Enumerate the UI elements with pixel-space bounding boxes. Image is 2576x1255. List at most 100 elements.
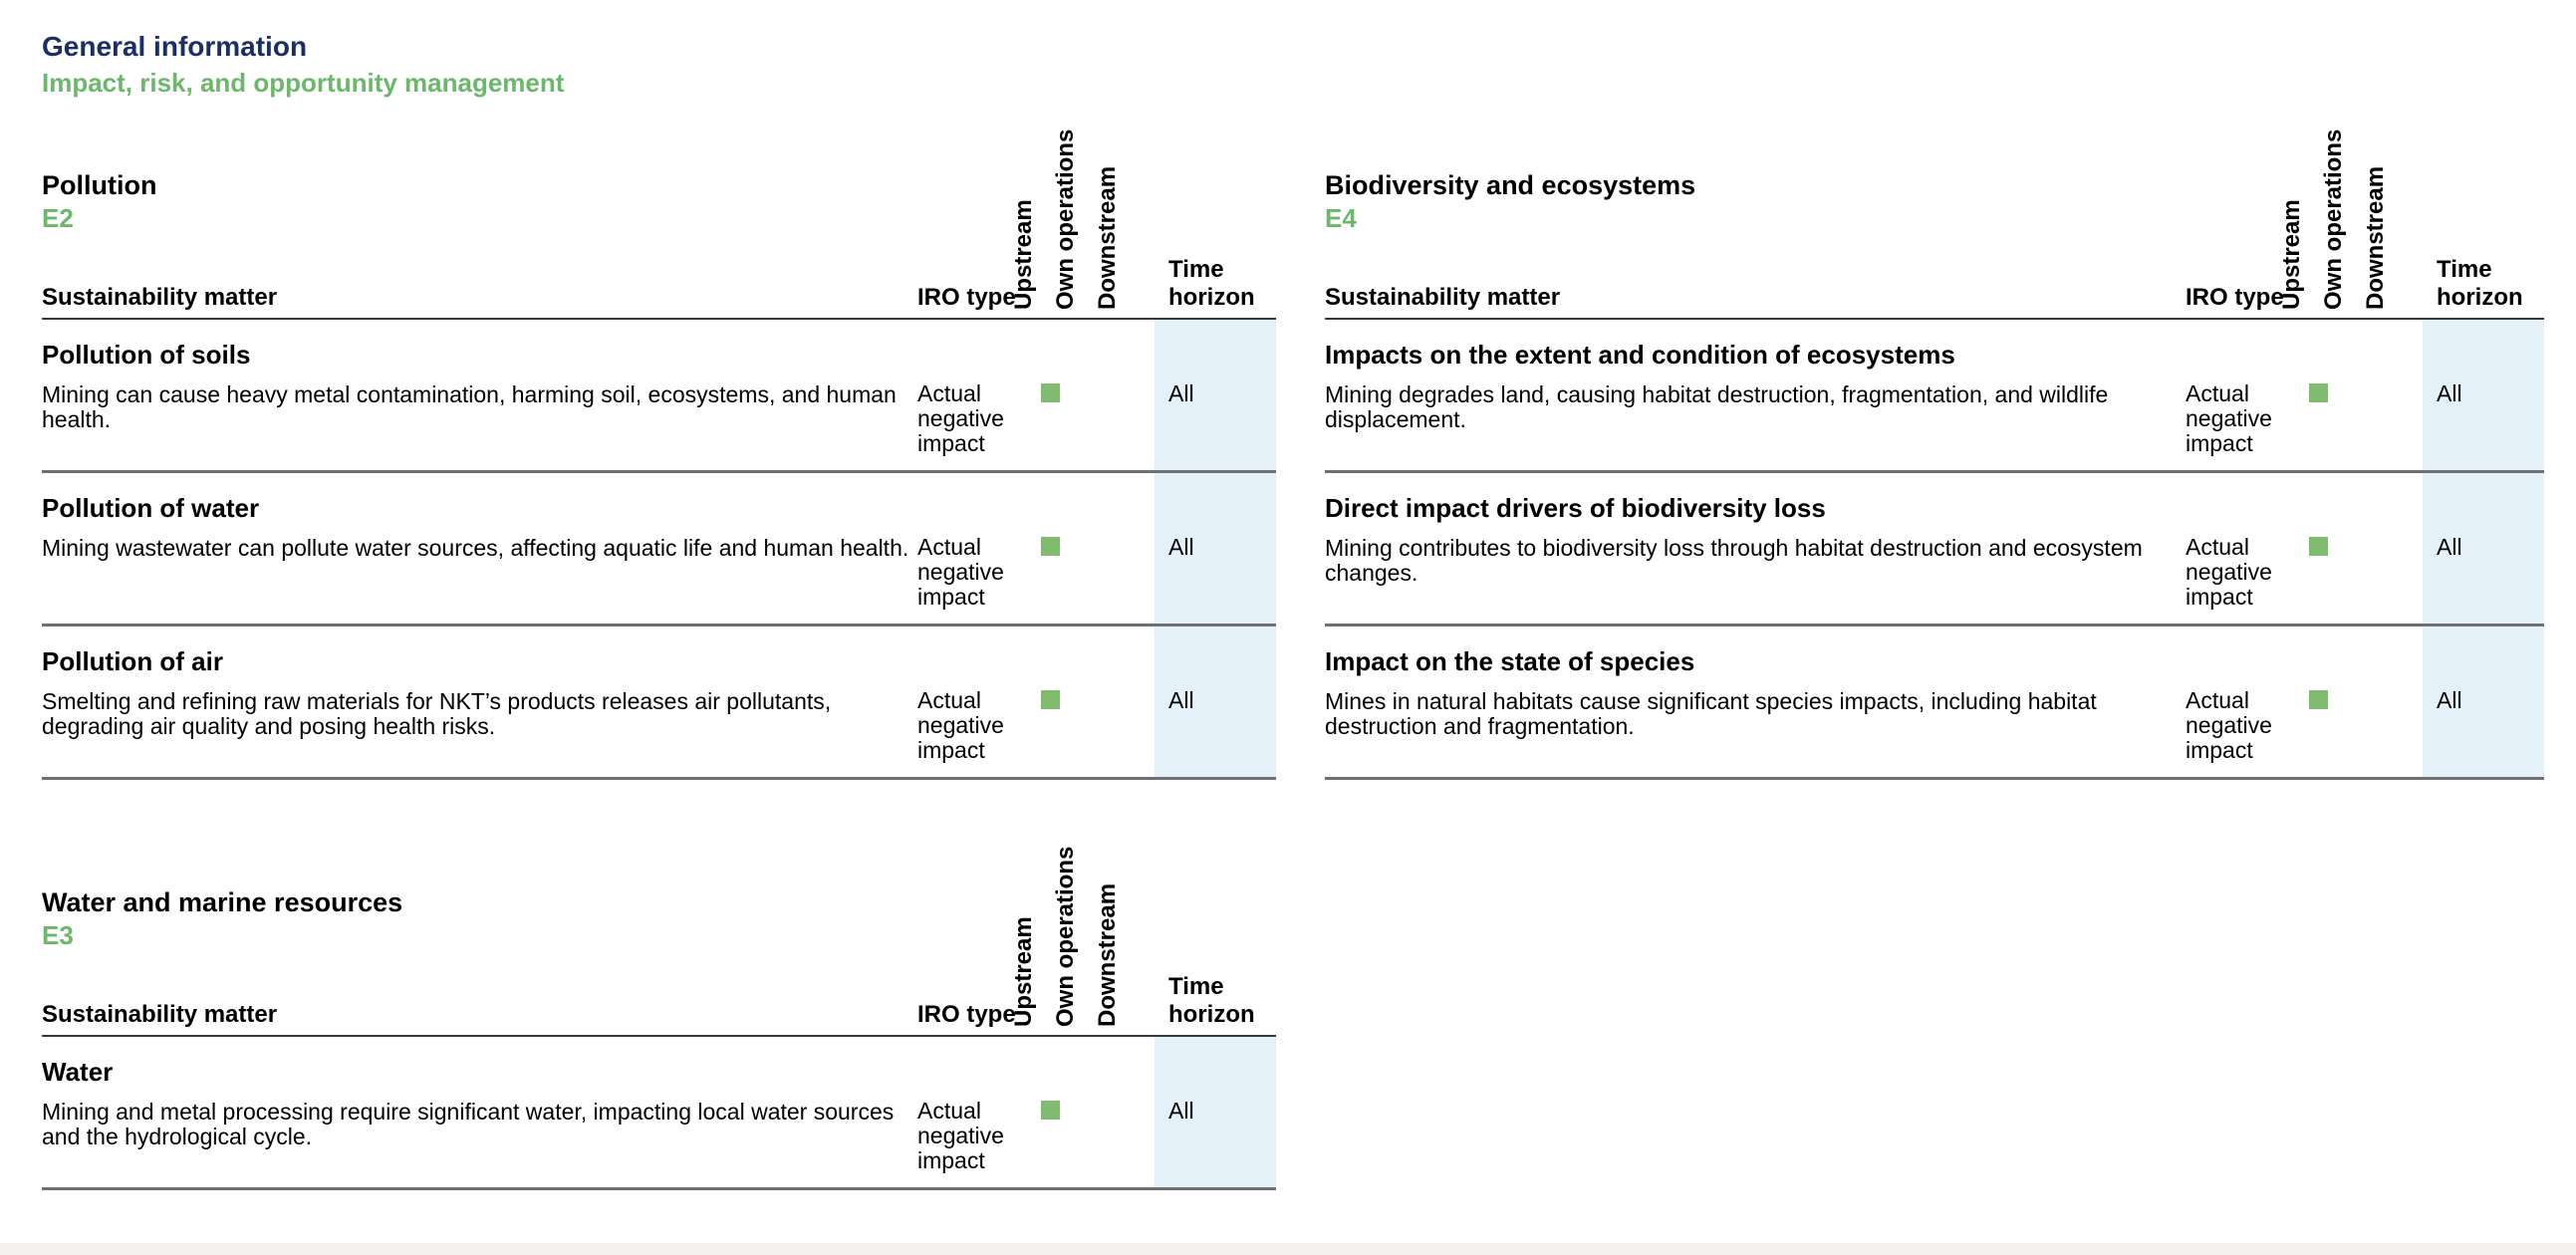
sustainability-matter-description: Mining contributes to biodiversity loss … xyxy=(1325,535,2143,586)
sustainability-matter-description: Mining and metal processing require sign… xyxy=(42,1099,895,1149)
column-header-sustainability-matter: Sustainability matter xyxy=(42,284,278,311)
table-row: Pollution of water Mining wastewater can… xyxy=(42,473,1276,627)
column-header-upstream: Upstream xyxy=(1010,199,1037,310)
water-table: Water and marine resources E3 Sustainabi… xyxy=(42,847,1276,1190)
biodiversity-table: Biodiversity and ecosystems E4 Sustainab… xyxy=(1325,129,2544,780)
section-title: General information xyxy=(42,31,308,62)
column-header-upstream: Upstream xyxy=(1010,916,1037,1027)
sustainability-matter-description: Mining wastewater can pollute water sour… xyxy=(42,535,909,561)
downstream-cell xyxy=(2381,320,2423,470)
column-header-upstream: Upstream xyxy=(2278,199,2305,310)
next-page-edge xyxy=(0,1243,2576,1255)
column-header-sustainability-matter: Sustainability matter xyxy=(42,1001,278,1028)
sustainability-matter-title: Pollution of soils xyxy=(42,340,251,370)
column-header-iro-type: IRO type xyxy=(2186,284,2284,311)
sustainability-matter-description: Mining can cause heavy metal contaminati… xyxy=(42,381,897,432)
table-row: Water Mining and metal processing requir… xyxy=(42,1037,1276,1190)
column-header-downstream: Downstream xyxy=(2362,165,2389,310)
upstream-marker-square-icon xyxy=(1040,690,1060,709)
sustainability-matter-description: Smelting and refining raw materials for … xyxy=(42,688,832,739)
sustainability-matter-title: Impacts on the extent and condition of e… xyxy=(1325,340,1955,370)
biodiversity-table-rows: Impacts on the extent and condition of e… xyxy=(1325,320,2544,780)
column-header-own-operations: Own operations xyxy=(1052,128,1079,310)
iro-type-value: Actual negative impact xyxy=(917,534,1004,610)
iro-type-value: Actual negative impact xyxy=(2186,687,2272,763)
upstream-cell xyxy=(1029,1037,1071,1187)
upstream-marker-square-icon xyxy=(1040,537,1060,556)
upstream-marker-square-icon xyxy=(2308,537,2328,556)
water-table-header: Water and marine resources E3 Sustainabi… xyxy=(42,847,1276,1037)
downstream-cell xyxy=(2381,473,2423,624)
time-horizon-value: All xyxy=(2423,320,2544,470)
table-title: Pollution xyxy=(42,170,157,200)
sustainability-matter-title: Pollution of air xyxy=(42,646,223,676)
upstream-marker-square-icon xyxy=(2308,690,2328,709)
sustainability-matter-title: Impact on the state of species xyxy=(1325,646,1695,676)
column-header-time-horizon: Time horizon xyxy=(1168,973,1255,1028)
upstream-marker-square-icon xyxy=(1040,1101,1060,1120)
upstream-cell xyxy=(2297,473,2339,624)
time-horizon-value: All xyxy=(1155,473,1276,624)
sustainability-matter-title: Pollution of water xyxy=(42,493,260,523)
biodiversity-table-header: Biodiversity and ecosystems E4 Sustainab… xyxy=(1325,129,2544,320)
column-header-iro-type: IRO type xyxy=(917,284,1016,311)
upstream-marker-square-icon xyxy=(2308,383,2328,402)
own-operations-cell xyxy=(1071,473,1113,624)
downstream-cell xyxy=(2381,627,2423,777)
esrs-code: E4 xyxy=(1325,203,1357,233)
downstream-cell xyxy=(1113,473,1155,624)
column-header-time-horizon: Time horizon xyxy=(2437,256,2523,311)
time-horizon-value: All xyxy=(1155,627,1276,777)
column-header-own-operations: Own operations xyxy=(1052,846,1079,1027)
upstream-marker-square-icon xyxy=(1040,383,1060,402)
upstream-cell xyxy=(1029,627,1071,777)
upstream-cell xyxy=(1029,473,1071,624)
time-horizon-value: All xyxy=(2423,627,2544,777)
pollution-table-header: Pollution E2 Sustainability matter IRO t… xyxy=(42,129,1276,320)
column-header-downstream: Downstream xyxy=(1094,882,1121,1027)
column-header-time-horizon: Time horizon xyxy=(1168,256,1255,311)
column-header-downstream: Downstream xyxy=(1094,165,1121,310)
own-operations-cell xyxy=(1071,627,1113,777)
pollution-table: Pollution E2 Sustainability matter IRO t… xyxy=(42,129,1276,780)
upstream-cell xyxy=(1029,320,1071,470)
downstream-cell xyxy=(1113,1037,1155,1187)
upstream-cell xyxy=(2297,320,2339,470)
pollution-table-rows: Pollution of soils Mining can cause heav… xyxy=(42,320,1276,780)
esrs-code: E2 xyxy=(42,203,74,233)
own-operations-cell xyxy=(1071,1037,1113,1187)
table-row: Pollution of soils Mining can cause heav… xyxy=(42,320,1276,473)
column-header-sustainability-matter: Sustainability matter xyxy=(1325,284,1561,311)
sustainability-matter-description: Mining degrades land, causing habitat de… xyxy=(1325,381,2109,432)
iro-type-value: Actual negative impact xyxy=(2186,534,2272,610)
own-operations-cell xyxy=(2339,320,2381,470)
downstream-cell xyxy=(1113,320,1155,470)
table-title: Biodiversity and ecosystems xyxy=(1325,170,1696,200)
iro-type-value: Actual negative impact xyxy=(917,687,1004,763)
table-row: Pollution of air Smelting and refining r… xyxy=(42,627,1276,780)
table-row: Impact on the state of species Mines in … xyxy=(1325,627,2544,780)
time-horizon-value: All xyxy=(1155,1037,1276,1187)
own-operations-cell xyxy=(2339,473,2381,624)
sustainability-matter-title: Direct impact drivers of biodiversity lo… xyxy=(1325,493,1826,523)
table-row: Direct impact drivers of biodiversity lo… xyxy=(1325,473,2544,627)
time-horizon-value: All xyxy=(1155,320,1276,470)
upstream-cell xyxy=(2297,627,2339,777)
time-horizon-value: All xyxy=(2423,473,2544,624)
table-row: Impacts on the extent and condition of e… xyxy=(1325,320,2544,473)
esrs-code: E3 xyxy=(42,920,74,950)
section-subtitle: Impact, risk, and opportunity management xyxy=(42,68,565,98)
own-operations-cell xyxy=(1071,320,1113,470)
iro-type-value: Actual negative impact xyxy=(2186,380,2272,456)
page-header: General information Impact, risk, and op… xyxy=(42,30,564,100)
column-header-own-operations: Own operations xyxy=(2320,128,2347,310)
iro-type-value: Actual negative impact xyxy=(917,380,1004,456)
sustainability-matter-description: Mines in natural habitats cause signific… xyxy=(1325,688,2097,739)
sustainability-matter-title: Water xyxy=(42,1057,114,1087)
column-header-iro-type: IRO type xyxy=(917,1001,1016,1028)
water-table-rows: Water Mining and metal processing requir… xyxy=(42,1037,1276,1190)
iro-type-value: Actual negative impact xyxy=(917,1098,1004,1173)
downstream-cell xyxy=(1113,627,1155,777)
own-operations-cell xyxy=(2339,627,2381,777)
table-title: Water and marine resources xyxy=(42,887,403,917)
